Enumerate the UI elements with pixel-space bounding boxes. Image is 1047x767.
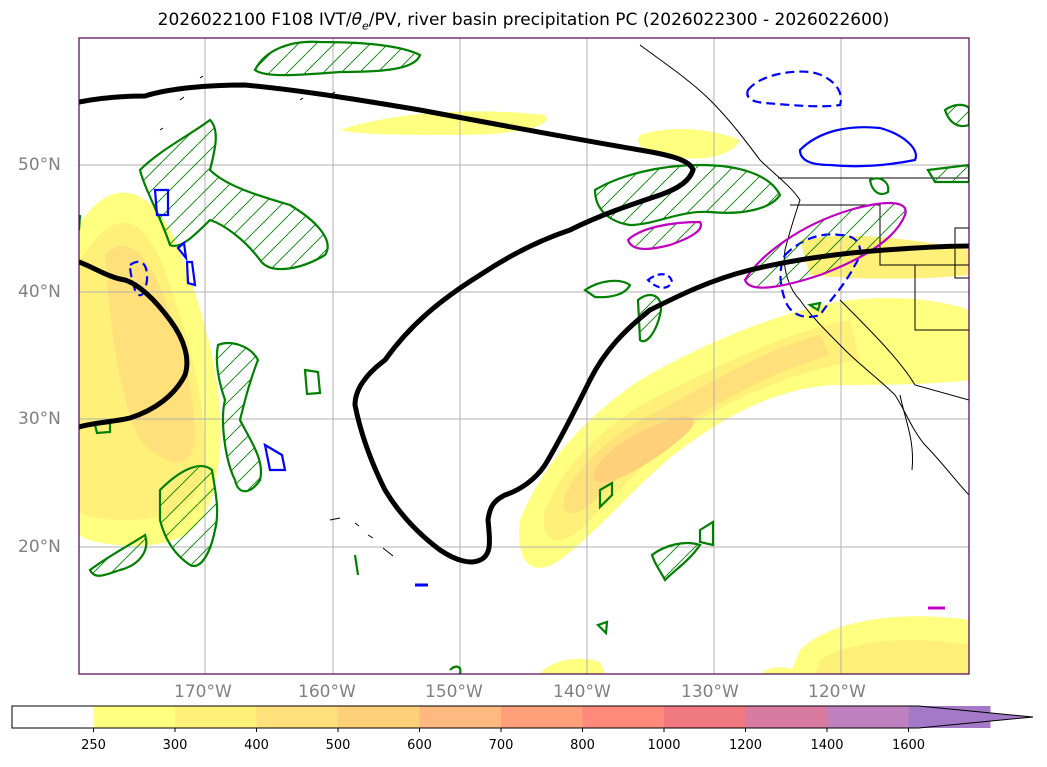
- lon-label-160w: 160°W: [298, 682, 356, 702]
- title-suffix: /PV, river basin precipitation PC (20260…: [368, 10, 890, 30]
- colorbar-segment: [419, 706, 502, 728]
- colorbar-segment: [93, 706, 176, 728]
- lon-label-150w: 150°W: [425, 682, 483, 702]
- colorbar-extend-arrow: [908, 706, 1033, 728]
- map-frame: [78, 37, 970, 675]
- title-prefix: 2026022100 F108 IVT/: [157, 10, 352, 30]
- colorbar-tick-label: 250: [81, 738, 106, 753]
- colorbar-tick-label: 500: [325, 738, 351, 753]
- colorbar-segment: [175, 706, 257, 728]
- lon-label-170w: 170°W: [174, 682, 232, 702]
- colorbar-tick-label: 1000: [647, 738, 681, 753]
- colorbar-segment: [256, 706, 339, 728]
- colorbar-tick-label: 1600: [891, 738, 926, 753]
- colorbar: [11, 705, 1034, 732]
- colorbar-tick-label: 800: [570, 738, 595, 753]
- blue-contours: [128, 70, 918, 587]
- lat-label-40n: 40°N: [18, 282, 61, 302]
- lon-label-130w: 130°W: [681, 682, 739, 702]
- colorbar-tick-label: 400: [244, 738, 269, 753]
- lon-label-140w: 140°W: [553, 682, 611, 702]
- graticule: [79, 38, 969, 674]
- colorbar-tick-label: 1200: [728, 738, 763, 753]
- magenta-contours: [626, 201, 945, 610]
- colorbar-segment: [664, 706, 746, 728]
- colorbar-tick-label: 1400: [810, 738, 844, 753]
- map-title: 2026022100 F108 IVT/θe/PV, river basin p…: [0, 10, 1047, 32]
- colorbar-segment: [827, 706, 909, 728]
- title-theta-sub: e: [362, 19, 369, 33]
- colorbar-segment: [12, 706, 94, 728]
- colorbar-tick-label: 600: [407, 738, 432, 753]
- ivt-shading-west: [79, 192, 221, 546]
- title-theta: θ: [351, 10, 362, 30]
- lat-label-20n: 20°N: [18, 537, 61, 557]
- colorbar-outline: [11, 705, 1034, 729]
- colorbar-tick-label: 700: [488, 738, 514, 753]
- lat-label-30n: 30°N: [18, 409, 61, 429]
- colorbar-segment: [582, 706, 665, 728]
- lon-label-120w: 120°W: [808, 682, 866, 702]
- lat-label-50n: 50°N: [18, 155, 61, 175]
- colorbar-tick-label: 300: [162, 738, 188, 753]
- map-area: [79, 38, 969, 674]
- ivt-threshold-contour: [79, 82, 969, 565]
- colorbar-segment: [338, 706, 420, 728]
- colorbar-segment: [501, 706, 583, 728]
- colorbar-segment: [745, 706, 828, 728]
